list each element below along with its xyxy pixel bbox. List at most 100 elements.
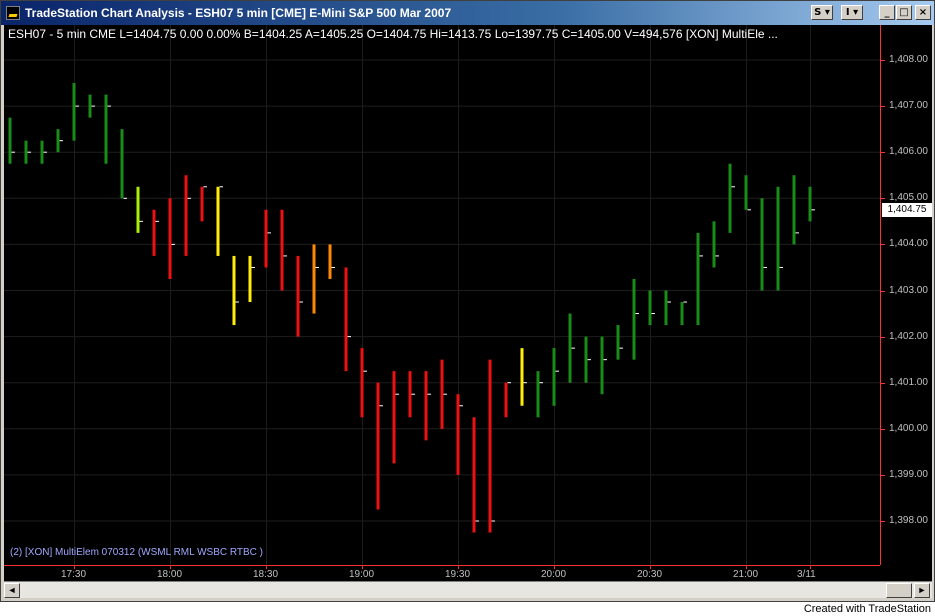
bar-range bbox=[680, 302, 684, 326]
price-tick bbox=[881, 521, 885, 522]
price-bar[interactable] bbox=[600, 336, 608, 395]
price-bar[interactable] bbox=[8, 117, 16, 164]
last-price-marker: 1,404.75 bbox=[882, 202, 932, 217]
price-bar[interactable] bbox=[168, 198, 176, 279]
bar-range bbox=[392, 371, 396, 464]
time-tick bbox=[458, 566, 459, 569]
price-tick-label: 1,407.00 bbox=[889, 100, 928, 112]
tradestation-app-icon[interactable] bbox=[6, 6, 20, 20]
price-bar[interactable] bbox=[664, 290, 672, 326]
price-bar[interactable] bbox=[56, 129, 64, 153]
bar-range bbox=[696, 232, 700, 326]
bar-range bbox=[456, 394, 460, 475]
bar-range bbox=[216, 186, 220, 256]
price-tick bbox=[881, 152, 885, 154]
price-bar[interactable] bbox=[200, 186, 208, 222]
price-bar[interactable] bbox=[392, 371, 400, 464]
price-bar[interactable] bbox=[792, 175, 800, 245]
bar-range bbox=[200, 186, 204, 222]
bar-range bbox=[712, 221, 716, 268]
price-bar[interactable] bbox=[680, 301, 688, 326]
bar-range bbox=[88, 94, 92, 118]
price-bar[interactable] bbox=[424, 371, 432, 441]
price-bar[interactable] bbox=[408, 371, 416, 418]
bar-range bbox=[248, 255, 252, 303]
price-bar[interactable] bbox=[712, 221, 720, 268]
price-bar[interactable] bbox=[648, 290, 656, 326]
price-bar[interactable] bbox=[568, 313, 576, 383]
bar-range bbox=[104, 94, 108, 164]
price-bar[interactable] bbox=[552, 348, 560, 406]
price-bar[interactable] bbox=[264, 209, 272, 268]
bar-range bbox=[376, 382, 380, 510]
scroll-right-button[interactable]: ► bbox=[914, 583, 930, 598]
price-bar[interactable] bbox=[440, 359, 448, 429]
title-bar[interactable]: TradeStation Chart Analysis - ESH07 5 mi… bbox=[1, 1, 934, 25]
price-bar[interactable] bbox=[120, 129, 128, 199]
i-dropdown-button[interactable]: I ▾ bbox=[841, 5, 863, 20]
price-bar[interactable] bbox=[184, 175, 192, 256]
price-bar[interactable] bbox=[760, 198, 768, 291]
close-button[interactable]: × bbox=[915, 5, 931, 20]
price-bar[interactable] bbox=[40, 140, 48, 164]
price-bar[interactable] bbox=[632, 278, 640, 360]
price-bar[interactable] bbox=[280, 209, 288, 291]
price-bar[interactable] bbox=[376, 382, 384, 510]
price-bar[interactable] bbox=[488, 359, 496, 533]
minimize-button[interactable]: _ bbox=[879, 5, 895, 20]
bar-range bbox=[632, 278, 636, 360]
price-bar[interactable] bbox=[104, 94, 112, 164]
price-bar[interactable] bbox=[152, 209, 160, 256]
bar-range bbox=[136, 186, 140, 233]
price-bar[interactable] bbox=[536, 371, 544, 418]
price-bar[interactable] bbox=[696, 232, 704, 326]
window-title: TradeStation Chart Analysis - ESH07 5 mi… bbox=[25, 6, 452, 20]
price-bar[interactable] bbox=[312, 244, 320, 314]
price-axis[interactable]: 1,408.00 1,407.00 1,406.00 1,405.00 1,404.00… bbox=[880, 25, 932, 565]
time-tick bbox=[362, 566, 363, 569]
price-bar[interactable] bbox=[808, 186, 816, 222]
price-tick-label: 1,403.00 bbox=[889, 284, 928, 296]
price-bar[interactable] bbox=[344, 267, 352, 372]
price-bar[interactable] bbox=[216, 186, 224, 256]
chart-area[interactable]: ESH07 - 5 min CME L=1404.75 0.00 0.00% B… bbox=[4, 25, 932, 581]
bar-range bbox=[792, 175, 796, 245]
price-bar[interactable] bbox=[584, 336, 592, 383]
bar-range bbox=[408, 371, 412, 418]
price-bar[interactable] bbox=[328, 244, 336, 279]
price-bar[interactable] bbox=[360, 348, 368, 418]
price-bars-plot[interactable] bbox=[4, 25, 880, 565]
price-tick bbox=[881, 382, 885, 384]
study-label[interactable]: (2) [XON] MultiElem 070312 (WSML RML WSB… bbox=[10, 547, 264, 558]
price-bar[interactable] bbox=[72, 83, 80, 141]
price-tick-label: 1,398.00 bbox=[889, 515, 928, 526]
price-tick-label: 1,399.00 bbox=[889, 468, 928, 480]
scroll-left-button[interactable]: ◄ bbox=[4, 583, 20, 598]
price-bar[interactable] bbox=[776, 186, 784, 291]
time-tick bbox=[266, 566, 267, 569]
price-bar[interactable] bbox=[24, 140, 32, 164]
horizontal-scrollbar[interactable]: ◄ ► bbox=[4, 581, 932, 598]
price-tick bbox=[881, 60, 885, 61]
price-bar[interactable] bbox=[136, 186, 144, 233]
scroll-thumb[interactable] bbox=[886, 583, 912, 598]
price-bar[interactable] bbox=[520, 348, 528, 406]
price-bar[interactable] bbox=[504, 382, 512, 418]
price-bar[interactable] bbox=[616, 325, 624, 360]
time-tick-label: 20:30 bbox=[637, 569, 663, 580]
s-dropdown-button[interactable]: S ▾ bbox=[811, 5, 833, 20]
price-bar[interactable] bbox=[744, 175, 752, 211]
price-bar[interactable] bbox=[88, 94, 96, 118]
price-bar[interactable] bbox=[456, 394, 464, 475]
price-bar[interactable] bbox=[296, 255, 304, 337]
time-axis[interactable]: 17:30 18:00 18:30 19:00 19:30 20:00 20:30 21:00… bbox=[4, 565, 880, 581]
price-bar[interactable] bbox=[472, 417, 480, 533]
time-tick bbox=[74, 566, 75, 569]
price-bar[interactable] bbox=[728, 163, 736, 233]
time-tick-label: 18:30 bbox=[253, 569, 279, 580]
price-bar[interactable] bbox=[248, 255, 256, 303]
price-tick bbox=[881, 474, 885, 476]
bar-range bbox=[520, 348, 524, 406]
maximize-button[interactable]: □ bbox=[896, 5, 912, 20]
price-bar[interactable] bbox=[232, 255, 240, 326]
